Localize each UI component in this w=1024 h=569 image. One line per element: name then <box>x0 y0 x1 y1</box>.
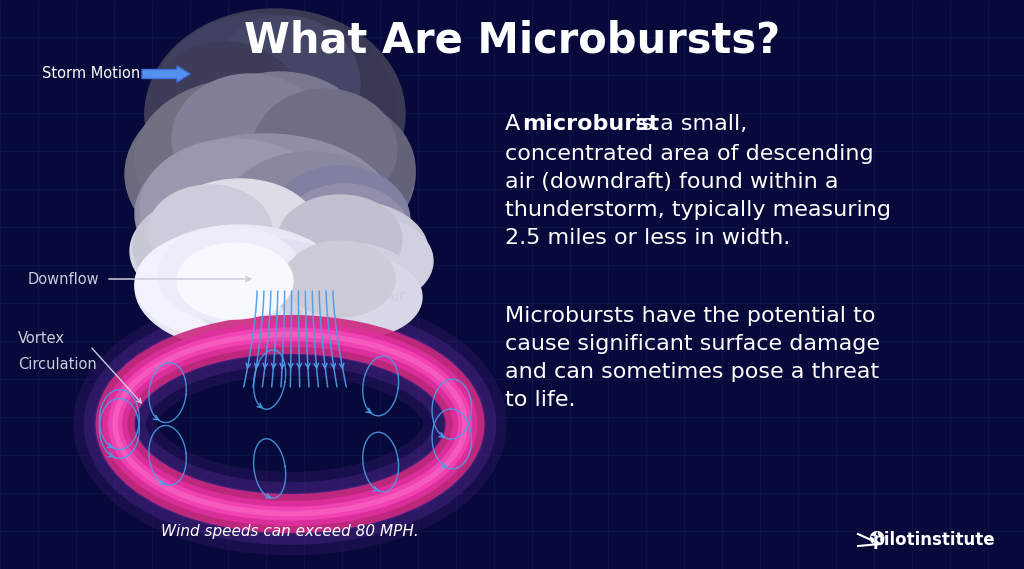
Ellipse shape <box>172 74 328 204</box>
FancyArrow shape <box>142 66 190 82</box>
Ellipse shape <box>135 134 395 294</box>
Ellipse shape <box>285 241 395 317</box>
Ellipse shape <box>185 239 355 339</box>
Text: Downflow: Downflow <box>28 271 99 287</box>
Ellipse shape <box>130 193 319 309</box>
Text: Vortex: Vortex <box>18 331 65 346</box>
Ellipse shape <box>220 279 360 335</box>
Ellipse shape <box>145 42 305 186</box>
Ellipse shape <box>276 243 420 335</box>
Ellipse shape <box>135 225 345 349</box>
Ellipse shape <box>190 72 370 216</box>
Ellipse shape <box>177 243 293 319</box>
Ellipse shape <box>157 194 333 304</box>
Text: pilotinstitute: pilotinstitute <box>872 531 995 549</box>
Ellipse shape <box>135 79 355 239</box>
Ellipse shape <box>270 166 410 276</box>
Ellipse shape <box>125 79 415 269</box>
Text: Circulation: Circulation <box>18 357 96 372</box>
Ellipse shape <box>297 216 433 306</box>
Ellipse shape <box>298 257 422 337</box>
Ellipse shape <box>253 89 397 209</box>
Text: ✪: ✪ <box>868 530 885 549</box>
Text: concentrated area of descending
air (downdraft) found within a
thunderstorm, typ: concentrated area of descending air (dow… <box>505 144 891 248</box>
Ellipse shape <box>162 179 318 283</box>
Ellipse shape <box>158 226 302 322</box>
Ellipse shape <box>155 14 365 184</box>
Ellipse shape <box>215 29 395 189</box>
Text: microburst: microburst <box>522 114 659 134</box>
Ellipse shape <box>272 201 428 301</box>
Ellipse shape <box>222 152 398 282</box>
Text: Wind speeds can exceed 80 MPH.: Wind speeds can exceed 80 MPH. <box>161 524 419 539</box>
Ellipse shape <box>278 195 402 283</box>
Ellipse shape <box>215 94 415 244</box>
Ellipse shape <box>135 232 295 336</box>
Ellipse shape <box>148 185 272 277</box>
Text: is a small,: is a small, <box>628 114 746 134</box>
Ellipse shape <box>140 139 330 275</box>
Ellipse shape <box>200 259 380 335</box>
Text: Storm Motion: Storm Motion <box>42 65 140 80</box>
Ellipse shape <box>210 16 360 152</box>
Ellipse shape <box>280 184 410 284</box>
Text: What Are Microbursts?: What Are Microbursts? <box>244 19 780 61</box>
Text: Cold Air: Cold Air <box>348 288 406 303</box>
Text: Microbursts have the potential to
cause significant surface damage
and can somet: Microbursts have the potential to cause … <box>505 306 880 410</box>
Ellipse shape <box>145 9 406 219</box>
Text: A: A <box>505 114 527 134</box>
Ellipse shape <box>133 197 278 297</box>
